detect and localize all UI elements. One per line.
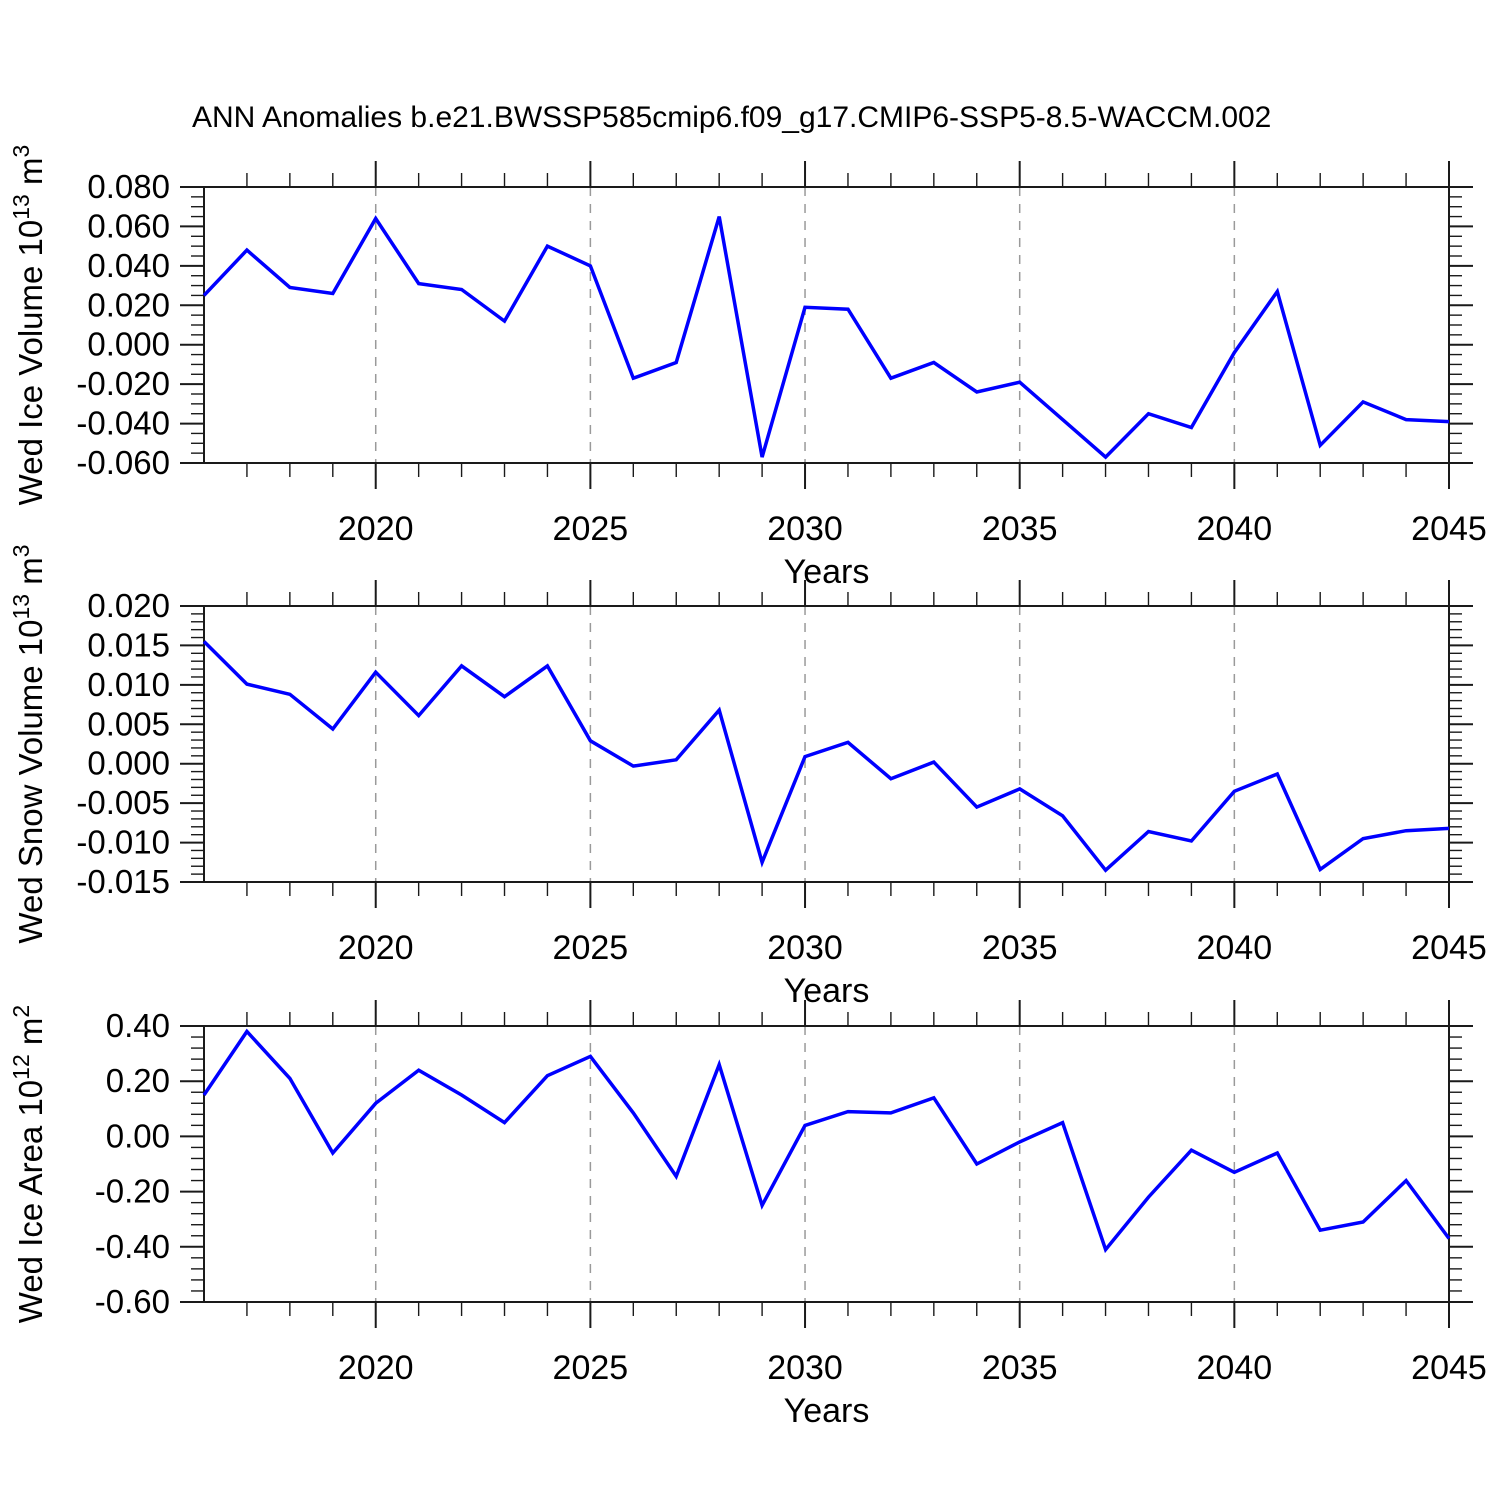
series-line [202,640,1450,873]
x-tick-label: 2025 [553,929,629,967]
y-tick-label: 0.020 [87,286,170,323]
x-tick-label: 2030 [767,510,843,548]
y-tick-label: 0.00 [106,1117,170,1154]
x-tick-label: 2045 [1411,929,1487,967]
y-tick-label: 0.080 [87,168,170,205]
x-tick-label: 2040 [1197,1349,1273,1387]
x-tick-label: 2020 [338,510,414,548]
plot-frame [203,1025,1450,1303]
y-tick-label: 0.40 [106,1007,170,1044]
x-tick-label: 2020 [338,929,414,967]
x-axis-title: Years [784,1392,870,1430]
x-tick-label: 2035 [982,929,1058,967]
y-tick-label: 0.005 [87,705,170,742]
y-tick-label: -0.040 [76,405,170,442]
y-tick-label: 0.015 [87,626,170,663]
x-axis-title: Years [784,972,870,1010]
x-tick-label: 2035 [982,510,1058,548]
y-axis-title: Wed Ice Area 1012 m2 [8,1005,49,1323]
x-tick-label: 2040 [1197,929,1273,967]
chart-panel-3: 0.40 0.20 0.00 -0.20 -0.40 -0.60 2020 2025 2030 2… [8,1000,1487,1430]
y-tick-label: 0.000 [87,745,170,782]
x-tick-label: 2030 [767,1349,843,1387]
y-tick-label: 0.20 [106,1062,170,1099]
y-tick-label: 0.020 [87,587,170,624]
plot-frame [203,605,1450,883]
x-tick-label: 2025 [553,510,629,548]
chart-title: ANN Anomalies b.e21.BWSSP585cmip6.f09_g1… [192,101,1272,134]
x-tick-label: 2030 [767,929,843,967]
y-tick-label: -0.40 [95,1228,170,1265]
y-tick-label: -0.60 [95,1283,170,1320]
y-tick-label: 0.000 [87,326,170,363]
y-tick-label: 0.010 [87,666,170,703]
y-tick-label: 0.060 [87,207,170,244]
y-axis-title: Wed Ice Volume 1013 m3 [8,145,49,506]
x-tick-label: 2025 [553,1349,629,1387]
y-axis-title: Wed Snow Volume 1013 m3 [8,544,49,943]
x-tick-label: 2045 [1411,510,1487,548]
y-tick-label: -0.20 [95,1173,170,1210]
y-tick-label: -0.060 [76,444,170,481]
x-axis-title: Years [784,553,870,591]
x-tick-label: 2035 [982,1349,1058,1387]
chart-panel-1: 0.0800.0600.0400.0200.000-0.020-0.040-0.… [8,145,1487,591]
series-line [202,1028,1451,1254]
y-tick-label: -0.020 [76,365,170,402]
x-tick-label: 2045 [1411,1349,1487,1387]
y-tick-label: -0.010 [76,824,170,861]
plot-frame [203,186,1450,464]
y-tick-label: -0.015 [76,863,170,900]
x-tick-label: 2040 [1197,510,1273,548]
chart-panel-2: 0.0200.0150.0100.0050.000-0.005-0.010-0.… [8,544,1487,1010]
y-tick-label: 0.040 [87,247,170,284]
y-tick-label: -0.005 [76,784,170,821]
series-line [202,215,1450,460]
x-tick-label: 2020 [338,1349,414,1387]
